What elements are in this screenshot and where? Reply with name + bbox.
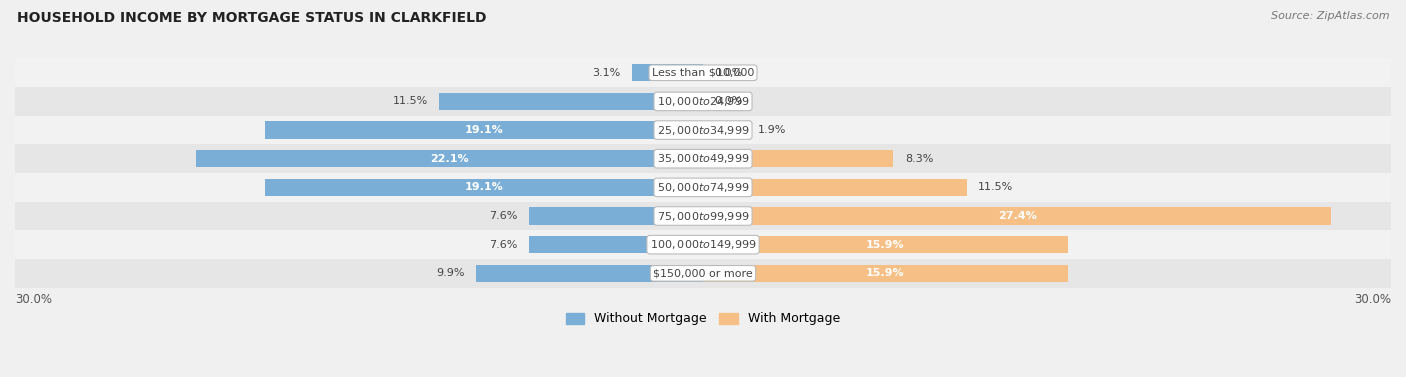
Text: 19.1%: 19.1% bbox=[464, 125, 503, 135]
Text: 7.6%: 7.6% bbox=[489, 211, 517, 221]
Text: 1.9%: 1.9% bbox=[758, 125, 786, 135]
Text: $100,000 to $149,999: $100,000 to $149,999 bbox=[650, 238, 756, 251]
Bar bbox=[264, 121, 703, 139]
Bar bbox=[703, 121, 747, 139]
Bar bbox=[15, 259, 1391, 288]
Bar bbox=[15, 173, 1391, 202]
Bar bbox=[529, 236, 703, 253]
Text: 15.9%: 15.9% bbox=[866, 268, 904, 278]
Text: $75,000 to $99,999: $75,000 to $99,999 bbox=[657, 210, 749, 222]
Text: 30.0%: 30.0% bbox=[15, 293, 52, 307]
Text: 27.4%: 27.4% bbox=[998, 211, 1036, 221]
Text: $10,000 to $24,999: $10,000 to $24,999 bbox=[657, 95, 749, 108]
Text: 11.5%: 11.5% bbox=[392, 97, 427, 106]
Text: Source: ZipAtlas.com: Source: ZipAtlas.com bbox=[1271, 11, 1389, 21]
Text: $150,000 or more: $150,000 or more bbox=[654, 268, 752, 278]
Bar bbox=[15, 116, 1391, 144]
Bar bbox=[15, 87, 1391, 116]
Text: 22.1%: 22.1% bbox=[430, 154, 468, 164]
Text: $35,000 to $49,999: $35,000 to $49,999 bbox=[657, 152, 749, 165]
Text: 8.3%: 8.3% bbox=[905, 154, 934, 164]
Bar bbox=[15, 144, 1391, 173]
Text: 15.9%: 15.9% bbox=[866, 240, 904, 250]
Text: 9.9%: 9.9% bbox=[436, 268, 464, 278]
Bar bbox=[631, 64, 703, 81]
Bar bbox=[529, 207, 703, 225]
Text: $25,000 to $34,999: $25,000 to $34,999 bbox=[657, 124, 749, 136]
Text: HOUSEHOLD INCOME BY MORTGAGE STATUS IN CLARKFIELD: HOUSEHOLD INCOME BY MORTGAGE STATUS IN C… bbox=[17, 11, 486, 25]
Text: 0.0%: 0.0% bbox=[714, 97, 742, 106]
Text: 7.6%: 7.6% bbox=[489, 240, 517, 250]
Bar bbox=[703, 207, 1331, 225]
Bar bbox=[703, 265, 1067, 282]
Text: Less than $10,000: Less than $10,000 bbox=[652, 68, 754, 78]
Bar bbox=[477, 265, 703, 282]
Text: $50,000 to $74,999: $50,000 to $74,999 bbox=[657, 181, 749, 194]
Bar bbox=[15, 202, 1391, 230]
Bar bbox=[703, 150, 893, 167]
Text: 11.5%: 11.5% bbox=[979, 182, 1014, 192]
Bar bbox=[15, 58, 1391, 87]
Bar bbox=[197, 150, 703, 167]
Bar bbox=[703, 179, 967, 196]
Text: 0.0%: 0.0% bbox=[714, 68, 742, 78]
Text: 19.1%: 19.1% bbox=[464, 182, 503, 192]
Bar bbox=[15, 230, 1391, 259]
Text: 30.0%: 30.0% bbox=[1354, 293, 1391, 307]
Text: 3.1%: 3.1% bbox=[592, 68, 620, 78]
Bar bbox=[439, 93, 703, 110]
Bar bbox=[264, 179, 703, 196]
Legend: Without Mortgage, With Mortgage: Without Mortgage, With Mortgage bbox=[561, 308, 845, 331]
Bar bbox=[703, 236, 1067, 253]
